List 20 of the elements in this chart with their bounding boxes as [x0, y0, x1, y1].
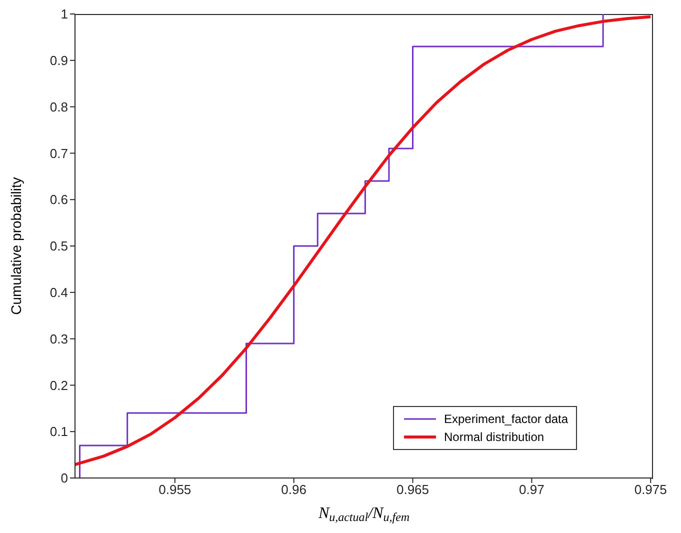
y-tick-label: 0.9 — [50, 53, 68, 68]
y-tick-label: 0 — [60, 470, 68, 486]
y-tick-label: 0.4 — [50, 285, 68, 300]
x-tick-label: 0.975 — [634, 482, 667, 498]
y-tick-label: 0.6 — [50, 192, 68, 208]
x-tick-label: 0.96 — [281, 482, 306, 498]
y-tick-label: 0.2 — [50, 378, 68, 393]
x-tick-label: 0.97 — [519, 482, 544, 498]
y-tick-label: 0.8 — [50, 99, 68, 114]
x-tick-label: 0.965 — [396, 482, 430, 498]
y-tick-label: 0.5 — [50, 238, 68, 254]
x-axis-title: N$_{u,actual}$/N$_{u,fem}$ — [317, 505, 410, 524]
x-tick-label: 0.955 — [158, 482, 192, 498]
y-tick-label: 0.1 — [50, 424, 68, 440]
y-axis-title: Cumulative probability — [8, 177, 24, 315]
y-tick-label: 1 — [60, 6, 68, 22]
legend-label: Experiment_factor data — [444, 412, 568, 426]
y-tick-label: 0.7 — [50, 146, 68, 161]
legend-label: Normal distribution — [444, 430, 544, 444]
y-tick-label: 0.3 — [50, 331, 68, 346]
